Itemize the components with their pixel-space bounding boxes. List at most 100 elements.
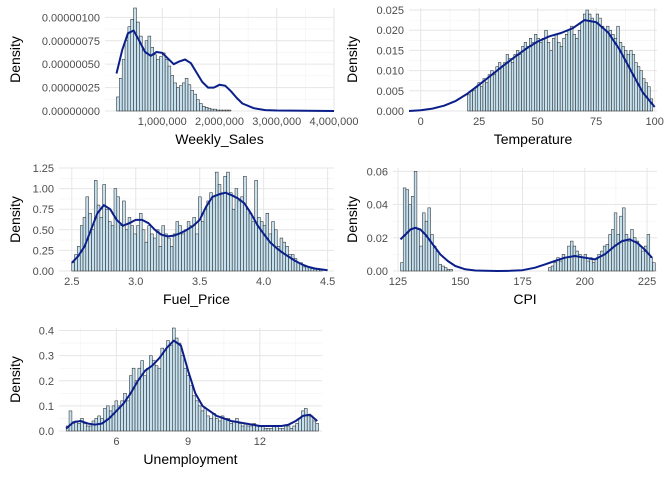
histogram-bar: [192, 395, 196, 432]
histogram-bar: [627, 240, 631, 272]
histogram-bar: [190, 90, 194, 112]
histogram-bar: [281, 428, 285, 432]
histogram-bar: [302, 266, 306, 272]
histogram-bar: [490, 70, 494, 112]
histogram-bar: [279, 237, 284, 272]
y-tick-label: 0.025: [376, 5, 404, 17]
histogram-bar: [472, 90, 476, 112]
histogram-bar: [108, 221, 112, 272]
histogram-bar: [119, 225, 123, 272]
histogram-bar: [139, 213, 143, 272]
histogram-bar: [562, 38, 566, 112]
histogram-bar: [251, 221, 255, 272]
histogram-bar: [164, 233, 168, 272]
histogram-bar: [198, 196, 202, 272]
histogram-bar: [105, 208, 109, 272]
histogram-bar: [283, 425, 288, 432]
histogram-bar: [548, 267, 552, 272]
histogram-bar: [248, 213, 253, 272]
histogram-bar: [161, 225, 165, 272]
density-curve: [71, 191, 328, 272]
histogram-bar: [172, 327, 176, 432]
histogram-bar: [86, 425, 90, 432]
x-axis-title: CPI: [513, 291, 536, 307]
histogram-bar: [435, 250, 440, 272]
histogram-bar: [187, 84, 192, 112]
histogram-bar: [559, 46, 563, 112]
histogram-bar: [246, 208, 250, 272]
panel-unemployment: 6 9 12 0.0 0.1 0.2 0.3 0.4 Unemployment Density: [7, 326, 322, 467]
x-tick-label: 2.5: [64, 276, 79, 288]
histogram-bar: [289, 428, 294, 432]
density-curve: [115, 29, 335, 112]
histogram-bar: [199, 103, 203, 112]
histogram-bar: [595, 13, 599, 112]
histogram-bar: [598, 17, 602, 112]
histogram-bar: [477, 82, 481, 112]
panel-cpi: 125 150 175 200 225 0.00 0.02 0.04 0.06 CPI Densit…: [344, 166, 657, 307]
histogram-bar: [544, 29, 548, 112]
histogram-bar: [286, 425, 291, 432]
histogram-bar: [422, 212, 426, 272]
histogram-bar: [521, 46, 525, 112]
histogram-bar: [157, 367, 162, 432]
histogram-bar: [71, 262, 75, 272]
histogram-bar: [116, 96, 120, 112]
histogram-bar: [400, 262, 404, 272]
y-tick-label: 0.3: [39, 351, 54, 363]
histogram-bar: [424, 220, 429, 272]
histogram-bar: [167, 237, 171, 272]
histogram-bar: [119, 77, 123, 112]
histogram-bar: [430, 234, 434, 272]
histogram-bar: [167, 65, 172, 112]
histogram-bar: [130, 18, 134, 112]
histogram-bar: [231, 208, 236, 272]
histogram-bar: [183, 367, 187, 432]
y-axis-title: Density: [344, 196, 360, 243]
histogram-bar: [575, 38, 579, 112]
density-curve: [399, 226, 653, 272]
histogram-bar: [219, 109, 223, 112]
density-curve: [65, 339, 318, 430]
histogram-bar: [265, 213, 270, 272]
histogram-bar: [155, 229, 160, 272]
histogram-bar: [526, 46, 530, 112]
histogram-bar: [147, 225, 151, 272]
histogram-bar: [169, 345, 173, 432]
x-axis-title: Temperature: [494, 131, 573, 147]
histogram-bar: [608, 29, 612, 112]
histogram-bar: [182, 82, 186, 112]
density-curve: [408, 19, 656, 112]
histogram-bar: [200, 221, 205, 272]
histogram-bar: [159, 56, 163, 112]
histogram-bar: [207, 107, 212, 112]
histogram-bar: [622, 207, 626, 272]
histogram-bar: [485, 82, 489, 112]
y-tick-label: 0.00000075: [42, 36, 100, 48]
histogram-bar: [613, 212, 618, 272]
histogram-bar: [480, 86, 484, 112]
histogram-bar: [508, 58, 512, 112]
x-tick-label: 225: [638, 276, 656, 288]
histogram-bar: [162, 52, 166, 112]
histogram-bar: [114, 400, 119, 432]
histogram-bar: [402, 187, 407, 272]
histogram-bar: [649, 257, 653, 272]
histogram-bar: [585, 9, 589, 112]
histogram-bar: [127, 217, 132, 272]
histogram-bar: [292, 425, 296, 432]
panel-weekly-sales: 1,000,000 2,000,000 3,000,000 4,000,000 0.00…: [7, 7, 358, 147]
histogram-bar: [213, 108, 217, 112]
histogram-bar: [549, 50, 553, 112]
histogram-bar: [630, 229, 634, 272]
histogram-bar: [193, 93, 197, 112]
histogram-bar: [274, 229, 278, 272]
histogram-bar: [539, 42, 543, 112]
histogram-bar: [224, 109, 229, 112]
histogram-bar: [312, 420, 317, 432]
y-tick-label: 0.06: [367, 166, 388, 178]
histogram-bar: [638, 245, 642, 272]
histogram-bar: [181, 233, 185, 272]
histogram-bar: [282, 241, 286, 272]
histogram-bar: [441, 265, 445, 272]
